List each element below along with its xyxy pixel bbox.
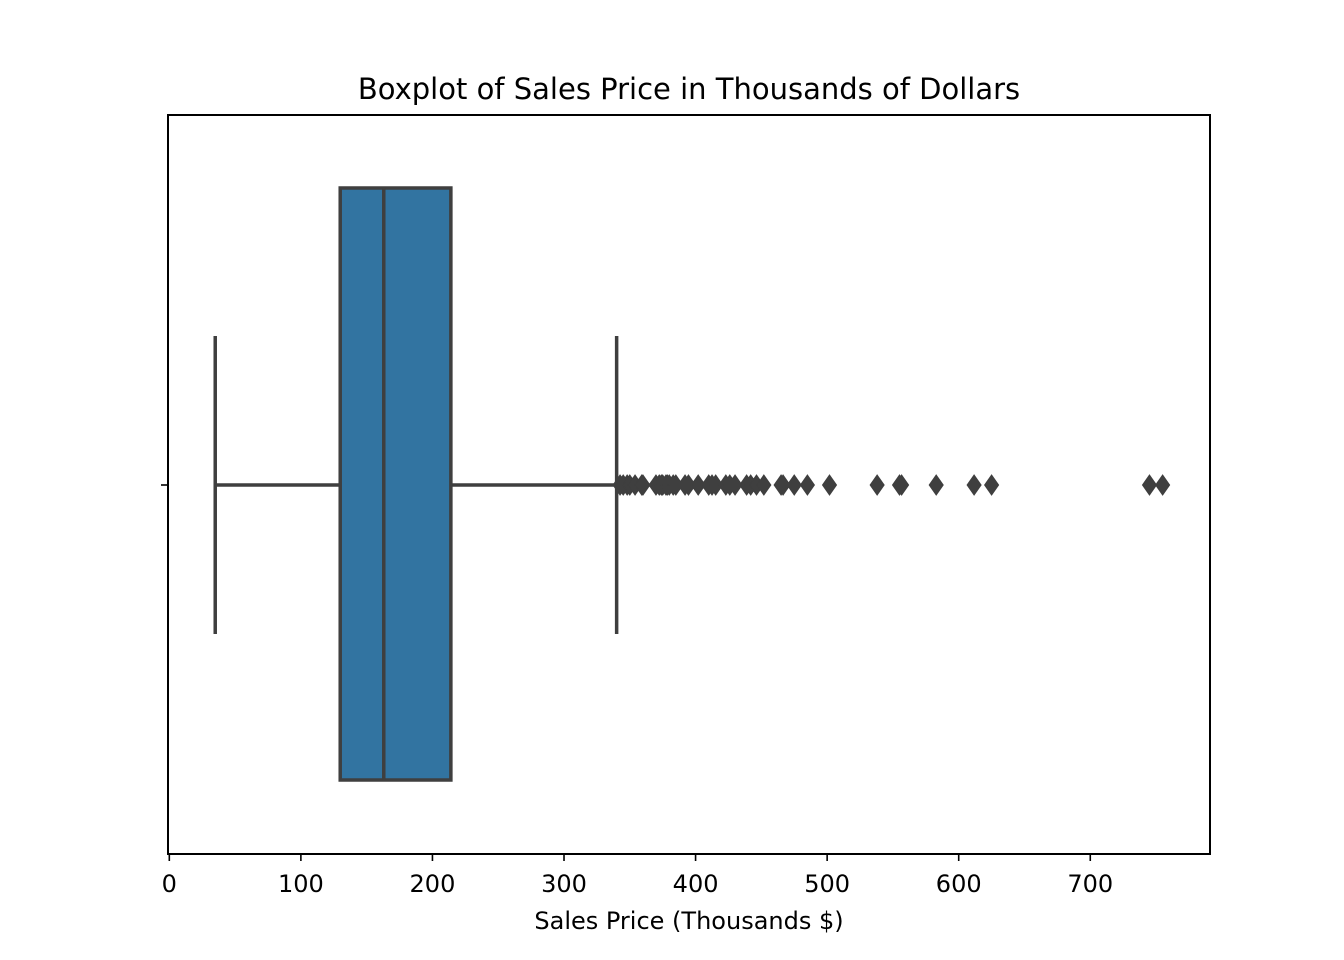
outlier-marker bbox=[786, 474, 802, 496]
outlier-marker bbox=[869, 474, 885, 496]
iqr-box bbox=[338, 186, 453, 782]
x-tick-label: 300 bbox=[541, 870, 587, 898]
x-axis: 0 100 200 300 400 500 600 700 bbox=[161, 484, 1113, 898]
x-tick-label: 500 bbox=[804, 870, 850, 898]
outlier-marker bbox=[1141, 474, 1158, 496]
x-tick-label: 400 bbox=[673, 870, 719, 898]
outlier-marker bbox=[635, 474, 651, 496]
outlier-marker bbox=[756, 474, 772, 496]
x-tick-label: 100 bbox=[278, 870, 324, 898]
outlier-marker bbox=[983, 474, 1000, 496]
outlier-marker bbox=[799, 474, 816, 496]
outlier-marker bbox=[966, 474, 982, 496]
outlier-marker bbox=[690, 474, 706, 496]
plot-area bbox=[213, 186, 1171, 782]
x-tick-label: 600 bbox=[936, 870, 982, 898]
x-tick-label: 200 bbox=[410, 870, 456, 898]
x-tick-label: 700 bbox=[1067, 870, 1113, 898]
outlier-marker bbox=[928, 474, 944, 496]
outlier-marker bbox=[775, 474, 791, 496]
outlier-marker bbox=[1155, 474, 1171, 496]
chart-title: Boxplot of Sales Price in Thousands of D… bbox=[358, 72, 1020, 106]
outlier-marker bbox=[727, 474, 743, 496]
outlier-marker bbox=[708, 474, 724, 496]
x-axis-label: Sales Price (Thousands $) bbox=[534, 907, 843, 935]
x-tick-label: 0 bbox=[162, 870, 177, 898]
outlier-marker bbox=[821, 474, 838, 496]
outlier-marker bbox=[893, 474, 910, 496]
